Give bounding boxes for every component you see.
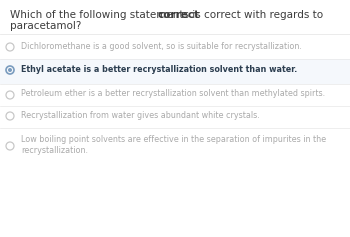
Text: correct: correct: [157, 10, 199, 20]
Text: Petroleum ether is a better recrystallization solvent than methylated spirts.: Petroleum ether is a better recrystalliz…: [21, 90, 325, 99]
Text: Recrystallization from water gives abundant white crystals.: Recrystallization from water gives abund…: [21, 110, 260, 119]
Text: Ethyl acetate is a better recrystallization solvent than water.: Ethyl acetate is a better recrystallizat…: [21, 64, 297, 73]
Bar: [0, 59, 350, 84]
Text: paracetamol?: paracetamol?: [10, 21, 81, 31]
Circle shape: [8, 68, 12, 72]
Text: Which of the following statements is ​correct​ with regards to: Which of the following statements is ​co…: [10, 10, 323, 20]
Text: Dichloromethane is a good solvent, so is suitable for recrystallization.: Dichloromethane is a good solvent, so is…: [21, 41, 302, 50]
Text: Low boiling point solvents are effective in the separation of impurites in the
r: Low boiling point solvents are effective…: [21, 135, 326, 155]
